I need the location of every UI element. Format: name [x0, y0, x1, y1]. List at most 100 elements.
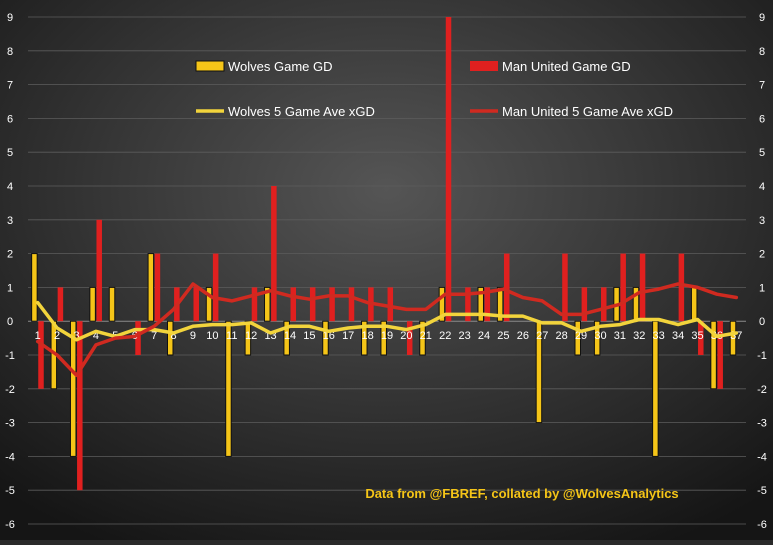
man-united-gd-bar — [329, 287, 335, 322]
wolves-gd-bar — [496, 286, 504, 322]
x-tick-label: 35 — [691, 330, 703, 342]
y-tick-label-right: -6 — [757, 519, 767, 531]
y-tick-label-left: -5 — [5, 485, 15, 497]
wolves-gd-bar — [225, 320, 232, 457]
man-united-gd-bar — [503, 253, 510, 322]
x-tick-label: 26 — [517, 330, 529, 342]
x-tick-label: 34 — [672, 330, 684, 342]
x-tick-label: 11 — [226, 330, 237, 342]
wolves-gd-bar — [729, 320, 737, 356]
y-tick-label-left: 3 — [7, 215, 13, 227]
y-tick-label-left: -1 — [5, 350, 15, 362]
legend-label: Wolves 5 Game Ave xGD — [228, 104, 375, 119]
man-united-gd-bar — [601, 287, 607, 322]
man-united-gd-bar — [620, 253, 626, 322]
y-tick-label-right: 5 — [759, 147, 765, 159]
y-tick-label-right: -1 — [757, 350, 767, 362]
lines — [35, 282, 739, 378]
source-annotation: Data from @FBREF, collated by @WolvesAna… — [365, 486, 678, 501]
wolves-gd-bar — [264, 286, 271, 322]
x-tick-label: 27 — [536, 330, 548, 342]
wolves-gd-bar — [438, 286, 446, 322]
wolves-gd-bar — [205, 286, 213, 322]
bars — [31, 17, 737, 491]
y-tick-label-left: 2 — [7, 249, 13, 261]
legend-swatch — [195, 60, 225, 72]
y-tick-label-left: 0 — [7, 316, 13, 328]
y-tick-label-right: 2 — [759, 249, 765, 261]
x-tick-label: 2 — [54, 330, 60, 342]
x-tick-label: 9 — [190, 330, 196, 342]
y-tick-label-left: -2 — [5, 384, 15, 396]
man-united-gd-bar — [212, 253, 219, 322]
wolves-gd-bar — [69, 320, 77, 457]
x-tick-label: 15 — [303, 330, 315, 342]
wolves-gd-bar — [283, 320, 290, 356]
wolves-gd-bar — [710, 320, 717, 390]
y-tick-label-left: 9 — [7, 12, 13, 24]
wolves-xgd-line — [35, 300, 739, 342]
y-tick-label-left: -3 — [5, 418, 15, 430]
wolves-gd-bar — [593, 320, 601, 356]
x-tick-label: 23 — [458, 330, 470, 342]
legend-swatch — [470, 61, 498, 71]
y-tick-label-right: 3 — [759, 215, 765, 227]
man-united-gd-bar — [465, 287, 471, 322]
y-tick-label-left: 1 — [7, 282, 13, 294]
y-tick-label-right: -4 — [757, 451, 767, 463]
x-tick-label: 16 — [323, 330, 335, 342]
x-tick-label: 31 — [614, 330, 626, 342]
wolves-gd-bar — [166, 320, 174, 356]
man-united-gd-bar — [57, 287, 64, 322]
legend-label: Man United Game GD — [502, 59, 631, 74]
man-united-xgd-line — [35, 282, 739, 378]
man-united-gd-bar — [678, 253, 685, 322]
wolves-gd-bar — [147, 253, 155, 322]
legend-man-united-gd: Man United Game GD — [470, 59, 631, 74]
x-tick-label: 32 — [633, 330, 645, 342]
x-tick-label: 22 — [439, 330, 451, 342]
x-tick-label: 21 — [420, 330, 432, 342]
x-tick-label: 18 — [361, 330, 373, 342]
right-y-axis: -6 -5 -4 -3 -2 -1 0 1 2 3 4 5 6 7 8 9 — [757, 12, 767, 531]
wolves-gd-bar — [108, 286, 116, 322]
man-united-gd-bar — [135, 321, 141, 355]
x-tick-label: 10 — [206, 330, 218, 342]
wolves-gd-bar — [419, 320, 426, 356]
x-tick-label: 8 — [170, 330, 176, 342]
grid — [28, 16, 746, 525]
x-tick-label: 24 — [478, 330, 490, 342]
man-united-gd-bar — [96, 219, 102, 322]
y-tick-label-right: -2 — [757, 384, 767, 396]
y-tick-label-left: 4 — [7, 181, 13, 193]
x-tick-label: 33 — [653, 330, 665, 342]
wolves-gd-bar — [380, 320, 387, 356]
x-tick-label: 30 — [594, 330, 606, 342]
legend-wolves-xgd: Wolves 5 Game Ave xGD — [196, 104, 375, 119]
y-tick-label-left: 6 — [7, 113, 13, 125]
y-tick-label-right: -3 — [757, 418, 767, 430]
man-united-gd-bar — [484, 287, 491, 322]
y-tick-label-right: 7 — [759, 80, 765, 92]
man-united-gd-bar — [154, 253, 161, 322]
wolves-gd-bar — [477, 286, 484, 322]
y-tick-label-left: 7 — [7, 80, 13, 92]
man-united-gd-bar — [251, 287, 258, 322]
wolves-gd-bar — [31, 253, 38, 322]
wolves-gd-bar — [574, 320, 582, 356]
man-united-gd-bar — [309, 287, 316, 322]
x-tick-label: 28 — [556, 330, 568, 342]
man-united-gd-bar — [717, 321, 723, 389]
man-united-gd-bar — [639, 253, 646, 322]
y-tick-label-left: 8 — [7, 46, 13, 58]
x-tick-label: 20 — [400, 330, 412, 342]
x-tick-label: 17 — [342, 330, 354, 342]
x-axis-labels: 1 2 3 4 5 6 7 8 9 10 11 12 13 14 15 16 17 18 19 20 21 22 23 24 2… — [35, 330, 743, 342]
man-united-gd-bar — [271, 186, 277, 322]
man-united-gd-bar — [193, 287, 199, 322]
x-tick-label: 4 — [93, 330, 99, 342]
x-tick-label: 12 — [245, 330, 257, 342]
man-united-gd-bar — [38, 321, 44, 389]
